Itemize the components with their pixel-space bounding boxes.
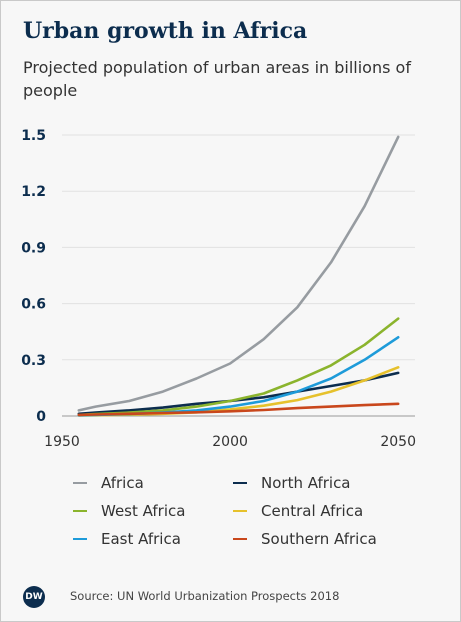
source-note: Source: UN World Urbanization Prospects … <box>70 589 340 603</box>
x-tick-label: 2050 <box>380 434 416 450</box>
y-tick-label: 1.2 <box>21 184 46 200</box>
chart-title: Urban growth in Africa <box>23 18 308 44</box>
series-line-east-africa <box>77 335 400 417</box>
y-tick-label: 0.3 <box>21 353 46 369</box>
dw-logo: DW <box>23 586 45 608</box>
series-line-africa <box>77 135 400 412</box>
y-tick-label: 1.5 <box>21 128 46 144</box>
y-tick-label: 0.9 <box>21 240 46 256</box>
series-line-central-africa <box>77 365 400 417</box>
x-tick-label: 1950 <box>44 434 80 450</box>
y-tick-label: 0.6 <box>21 297 46 313</box>
chart-subtitle: Projected population of urban areas in b… <box>23 58 411 100</box>
x-tick-label: 2000 <box>212 434 248 450</box>
series-line-southern-africa <box>77 402 400 417</box>
y-tick-label: 0 <box>36 409 46 425</box>
